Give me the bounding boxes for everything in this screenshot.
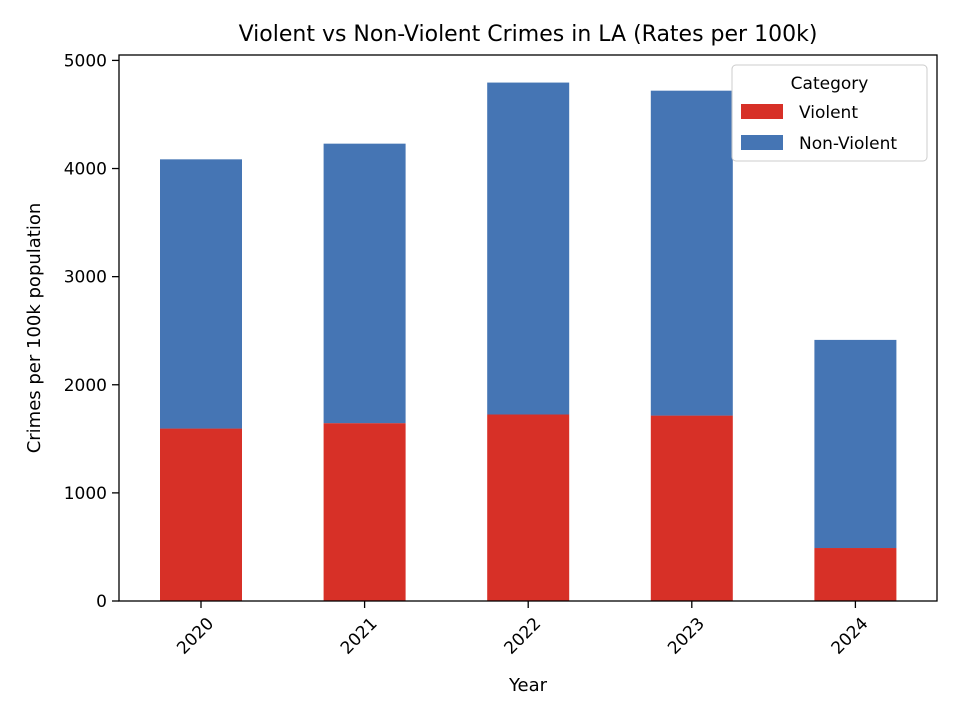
x-axis-label: Year: [508, 675, 548, 696]
bar-non-violent-2024: [814, 339, 897, 549]
legend-title: Category: [791, 74, 869, 94]
bar-non-violent-2022: [487, 82, 570, 415]
legend-swatch-non-violent: [741, 135, 783, 150]
y-tick-label-1000: 1000: [64, 484, 107, 504]
bar-non-violent-2021: [323, 143, 406, 424]
chart-title: Violent vs Non-Violent Crimes in LA (Rat…: [239, 22, 818, 47]
y-tick-label-0: 0: [96, 592, 107, 612]
x-tick-label-2021: 2021: [337, 614, 382, 659]
bar-violent-2023: [650, 415, 733, 601]
y-axis-label: Crimes per 100k population: [24, 203, 45, 454]
x-tick-label-2024: 2024: [828, 614, 873, 659]
x-tick-label-2020: 2020: [173, 614, 218, 659]
bar-non-violent-2023: [650, 90, 733, 416]
bars-layer: [160, 82, 897, 601]
y-tick-label-5000: 5000: [64, 51, 107, 71]
y-tick-label-3000: 3000: [64, 268, 107, 288]
legend-label-violent: Violent: [799, 103, 858, 123]
legend-swatch-violent: [741, 104, 783, 119]
bar-violent-2021: [323, 423, 406, 601]
plot-frame: [118, 54, 938, 602]
bar-violent-2022: [487, 414, 570, 601]
y-axis: 0 1000 2000 3000 4000 5000: [64, 51, 119, 612]
x-tick-label-2022: 2022: [500, 614, 545, 659]
x-axis: 2020 2021 2022 2023 2024: [173, 601, 872, 659]
y-tick-label-2000: 2000: [64, 376, 107, 396]
bar-violent-2020: [160, 428, 242, 601]
y-tick-label-4000: 4000: [64, 160, 107, 180]
bar-non-violent-2020: [160, 159, 242, 429]
legend: Category Violent Non-Violent: [731, 64, 928, 162]
bar-violent-2024: [814, 548, 897, 601]
x-tick-label-2023: 2023: [664, 614, 709, 659]
legend-label-non-violent: Non-Violent: [799, 134, 897, 154]
